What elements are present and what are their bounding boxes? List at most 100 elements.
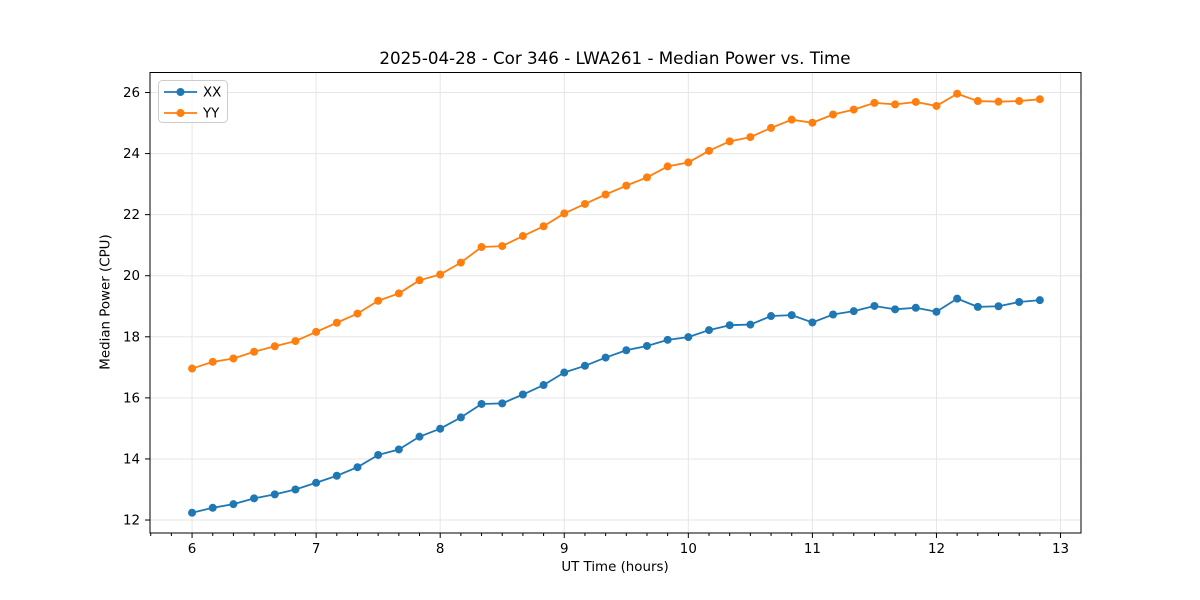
- data-point-marker: [787, 115, 796, 124]
- data-point-marker: [746, 320, 755, 329]
- data-point-marker: [746, 133, 755, 142]
- data-point-marker: [394, 445, 403, 454]
- data-point-marker: [270, 490, 279, 499]
- data-point-marker: [953, 89, 962, 98]
- data-point-marker: [808, 318, 817, 327]
- data-point-marker: [208, 357, 217, 366]
- data-point-marker: [829, 110, 838, 119]
- x-axis-label: UT Time (hours): [561, 560, 669, 575]
- data-point-marker: [229, 354, 238, 363]
- legend-label: XX: [203, 86, 221, 101]
- data-point-marker: [973, 97, 982, 106]
- data-point-marker: [1015, 297, 1024, 306]
- y-axis-label: Median Power (CPU): [98, 234, 114, 370]
- data-point-marker: [332, 471, 341, 480]
- data-point-marker: [808, 118, 817, 127]
- x-tick-label: 13: [1052, 542, 1069, 557]
- data-point-marker: [1015, 97, 1024, 106]
- y-tick-label: 16: [123, 391, 140, 406]
- data-point-marker: [415, 432, 424, 441]
- data-point-marker: [312, 478, 321, 487]
- data-point-marker: [725, 321, 734, 330]
- gridlines: [150, 72, 1081, 533]
- legend-label: YY: [202, 107, 220, 122]
- data-point-marker: [456, 258, 465, 267]
- data-point-marker: [829, 310, 838, 319]
- data-point-marker: [932, 307, 941, 316]
- data-point-marker: [353, 463, 362, 472]
- data-point-marker: [498, 242, 507, 251]
- x-tick-label: 11: [804, 542, 821, 557]
- data-point-marker: [642, 173, 651, 182]
- data-point-marker: [622, 346, 631, 355]
- data-point-marker: [291, 485, 300, 494]
- data-point-marker: [374, 450, 383, 459]
- data-point-marker: [725, 137, 734, 146]
- data-point-marker: [1035, 296, 1044, 305]
- data-point-marker: [560, 209, 569, 218]
- data-point-marker: [415, 276, 424, 285]
- data-point-marker: [705, 146, 714, 155]
- data-point-marker: [580, 361, 589, 370]
- data-point-marker: [891, 305, 900, 314]
- data-point-marker: [994, 97, 1003, 106]
- data-point-marker: [353, 309, 362, 318]
- data-point-marker: [332, 318, 341, 327]
- data-point-marker: [580, 199, 589, 208]
- data-point-marker: [849, 105, 858, 114]
- y-tick-label: 14: [123, 452, 140, 467]
- y-tick-label: 24: [123, 147, 140, 162]
- data-point-marker: [849, 307, 858, 316]
- data-point-marker: [291, 337, 300, 346]
- data-point-marker: [477, 399, 486, 408]
- data-point-marker: [891, 100, 900, 109]
- data-point-marker: [518, 232, 527, 241]
- y-tick-label: 26: [123, 86, 140, 101]
- data-point-marker: [663, 162, 672, 171]
- data-point-marker: [539, 381, 548, 390]
- data-point-marker: [663, 335, 672, 344]
- x-tick-label: 7: [312, 542, 321, 557]
- y-tick-label: 18: [123, 330, 140, 345]
- data-point-marker: [250, 494, 259, 503]
- chart-title: 2025-04-28 - Cor 346 - LWA261 - Median P…: [379, 48, 851, 68]
- data-point-marker: [767, 123, 776, 132]
- data-point-marker: [994, 302, 1003, 311]
- data-point-marker: [436, 424, 445, 433]
- data-point-marker: [870, 98, 879, 107]
- series-line: [191, 92, 1040, 370]
- data-point-marker: [953, 294, 962, 303]
- data-point-marker: [705, 326, 714, 335]
- data-point-marker: [787, 311, 796, 320]
- data-point-marker: [498, 399, 507, 408]
- data-point-marker: [622, 181, 631, 190]
- data-point-marker: [601, 190, 610, 199]
- x-tick-label: 10: [680, 542, 697, 557]
- data-point-marker: [911, 303, 920, 312]
- data-point-marker: [539, 222, 548, 231]
- data-point-marker: [270, 342, 279, 351]
- data-point-marker: [477, 243, 486, 252]
- data-point-marker: [374, 296, 383, 305]
- data-point-marker: [684, 158, 693, 167]
- data-point-marker: [767, 312, 776, 321]
- legend-marker-sample: [176, 88, 185, 96]
- x-tick-label: 12: [928, 542, 945, 557]
- legend: XX YY: [158, 80, 228, 123]
- data-point-marker: [456, 413, 465, 422]
- data-point-marker: [436, 270, 445, 279]
- data-point-marker: [973, 302, 982, 311]
- series-yy: [188, 89, 1044, 373]
- data-point-marker: [601, 353, 610, 362]
- data-point-marker: [208, 503, 217, 512]
- data-point-marker: [684, 333, 693, 342]
- x-tick-label: 9: [560, 542, 569, 557]
- legend-box: [158, 80, 228, 123]
- data-point-marker: [312, 327, 321, 336]
- y-tick-label: 22: [123, 208, 140, 223]
- legend-marker-sample: [176, 109, 185, 117]
- data-point-marker: [911, 97, 920, 106]
- data-point-marker: [642, 341, 651, 350]
